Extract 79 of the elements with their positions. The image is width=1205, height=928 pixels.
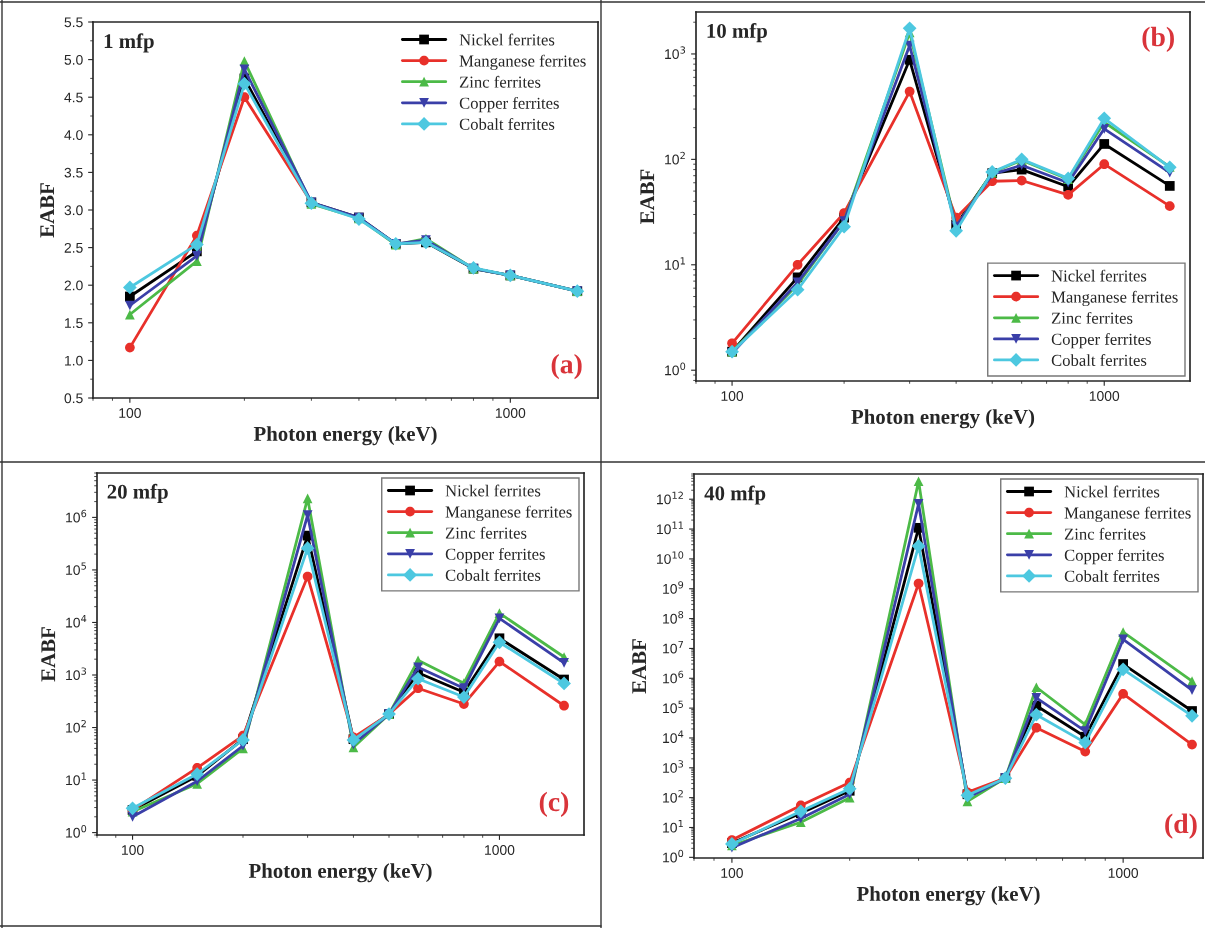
legend-label: Zinc ferrites [459, 75, 541, 88]
annotation: 10 mfp [707, 23, 767, 43]
legend-label: Manganese ferrites [445, 505, 572, 522]
y-tick-label: 1.5 [65, 318, 83, 328]
y-tick-label: 0.5 [64, 393, 83, 404]
x-tick-label: 1000 [485, 845, 515, 855]
y-axis-title: EABF [40, 183, 55, 238]
legend-label: Nickel ferrites [1051, 269, 1147, 282]
y-tick-label: 10$^{2}$ [663, 790, 683, 803]
x-tick-label: 1000 [495, 408, 526, 418]
annotation: (d) [1165, 813, 1197, 839]
x-tick-label: 100 [721, 391, 744, 401]
y-tick-label: 4.0 [64, 130, 83, 140]
y-axis-title: EABF [41, 627, 56, 682]
y-tick-label: 10$^{6}$ [663, 670, 684, 684]
y-tick-label: 4.5 [64, 92, 83, 103]
y-tick-label: 10$^{10}$ [657, 551, 684, 564]
y-tick-label: 10$^{1}$ [663, 820, 683, 833]
y-tick-label: 10$^{3}$ [665, 46, 686, 60]
y-tick-label: 10$^{0}$ [665, 362, 686, 376]
y-tick-label: 10$^{5}$ [66, 562, 86, 575]
y-tick-label: 10$^{5}$ [663, 700, 683, 714]
y-tick-label: 10$^{8}$ [663, 610, 684, 624]
x-axis-title: Photon energy (keV) [253, 426, 437, 446]
x-tick-label: 100 [122, 845, 144, 855]
legend-label: Copper ferrites [1051, 333, 1151, 349]
y-axis-title: EABF [632, 639, 647, 694]
x-axis-title: Photon energy (keV) [851, 409, 1035, 429]
y-tick-label: 3.0 [64, 205, 83, 216]
y-tick-label: 5.5 [64, 17, 83, 28]
legend-label: Cobalt ferrites [459, 117, 555, 130]
y-tick-label: 10$^{9}$ [663, 581, 684, 594]
y-tick-label: 1.0 [65, 355, 83, 366]
y-tick-label: 10$^{3}$ [663, 760, 684, 773]
y-tick-label: 10$^{4}$ [663, 730, 684, 744]
y-tick-label: 5.0 [64, 54, 83, 65]
legend-label: Zinc ferrites [445, 526, 527, 539]
annotation: 20 mfp [107, 483, 168, 503]
legend-label: Nickel ferrites [1064, 485, 1160, 498]
legend-label: Manganese ferrites [459, 54, 586, 71]
legend-label: Copper ferrites [1064, 548, 1164, 565]
x-axis-title: Photon energy (keV) [856, 886, 1040, 906]
y-tick-label: 10$^{2}$ [66, 719, 86, 733]
annotation: (c) [539, 791, 569, 817]
legend-label: Cobalt ferrites [445, 568, 541, 581]
x-tick-label: 1000 [1108, 868, 1139, 878]
y-tick-label: 10$^{1}$ [66, 772, 86, 786]
x-tick-label: 1000 [1089, 391, 1120, 401]
y-tick-label: 10$^{6}$ [66, 509, 87, 523]
y-tick-label: 2.0 [64, 280, 83, 291]
x-tick-label: 100 [119, 408, 141, 418]
y-tick-label: 10$^{1}$ [665, 257, 685, 270]
legend-label: Cobalt ferrites [1064, 569, 1160, 582]
legend-label: Copper ferrites [445, 547, 545, 564]
annotation: (b) [1142, 26, 1174, 52]
y-tick-label: 10$^{12}$ [657, 491, 683, 505]
annotation: 1 mfp [104, 33, 154, 53]
x-axis-title: Photon energy (keV) [248, 863, 432, 883]
legend-label: Nickel ferrites [459, 33, 555, 46]
legend-label: Cobalt ferrites [1051, 354, 1147, 366]
legend-label: Zinc ferrites [1051, 311, 1133, 324]
annotation: (a) [551, 354, 582, 380]
y-tick-label: 10$^{0}$ [663, 849, 684, 863]
legend-label: Manganese ferrites [1051, 290, 1178, 307]
y-tick-label: 10$^{3}$ [66, 667, 87, 681]
y-tick-label: 10$^{7}$ [663, 640, 683, 654]
x-tick-label: 100 [721, 868, 743, 878]
legend-label: Manganese ferrites [1064, 506, 1191, 523]
y-tick-label: 10$^{2}$ [665, 151, 685, 165]
annotation: 40 mfp [704, 485, 766, 505]
y-axis-title: EABF [640, 169, 655, 224]
legend-label: Nickel ferrites [445, 484, 541, 497]
y-tick-label: 10$^{11}$ [657, 521, 683, 535]
y-tick-label: 10$^{4}$ [66, 615, 87, 628]
y-tick-label: 10$^{0}$ [66, 824, 87, 838]
y-tick-label: 2.5 [64, 242, 83, 253]
legend-label: Zinc ferrites [1064, 527, 1146, 540]
y-tick-label: 3.5 [64, 167, 83, 178]
legend-label: Copper ferrites [459, 96, 559, 113]
